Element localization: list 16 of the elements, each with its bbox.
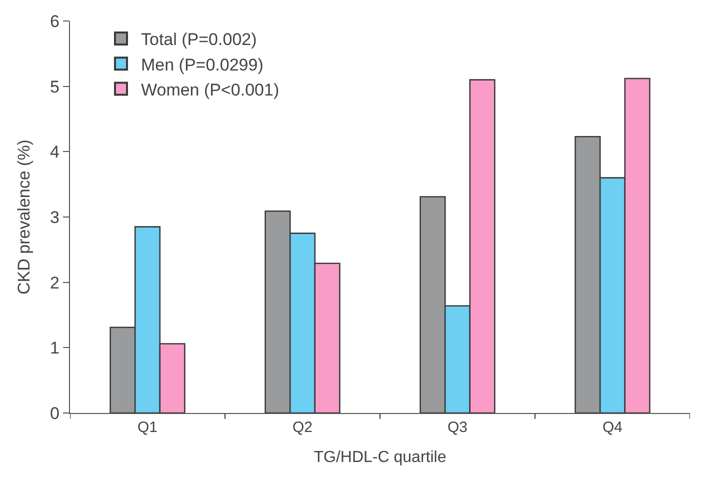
x-axis-title: TG/HDL-C quartile: [314, 448, 446, 466]
legend-label: Women (P<0.001): [141, 80, 280, 100]
y-axis-title: CKD prevalence (%): [14, 140, 34, 294]
x-tick-label: Q4: [602, 419, 623, 436]
x-tick-label: Q1: [137, 419, 158, 436]
y-tick-label: 1: [50, 338, 60, 358]
legend-label: Men (P=0.0299): [141, 55, 264, 74]
legend-label: Total (P=0.002): [141, 30, 257, 50]
y-tick-label: 3: [50, 208, 60, 227]
y-tick-label: 5: [50, 77, 60, 96]
x-tick-label: Q3: [447, 419, 468, 436]
x-tick-label: Q2: [292, 419, 313, 436]
y-tick-label: 0: [50, 404, 60, 423]
y-tick-label: 2: [50, 273, 60, 292]
y-tick-label: 6: [50, 12, 60, 31]
y-tick-label: 4: [50, 142, 60, 162]
